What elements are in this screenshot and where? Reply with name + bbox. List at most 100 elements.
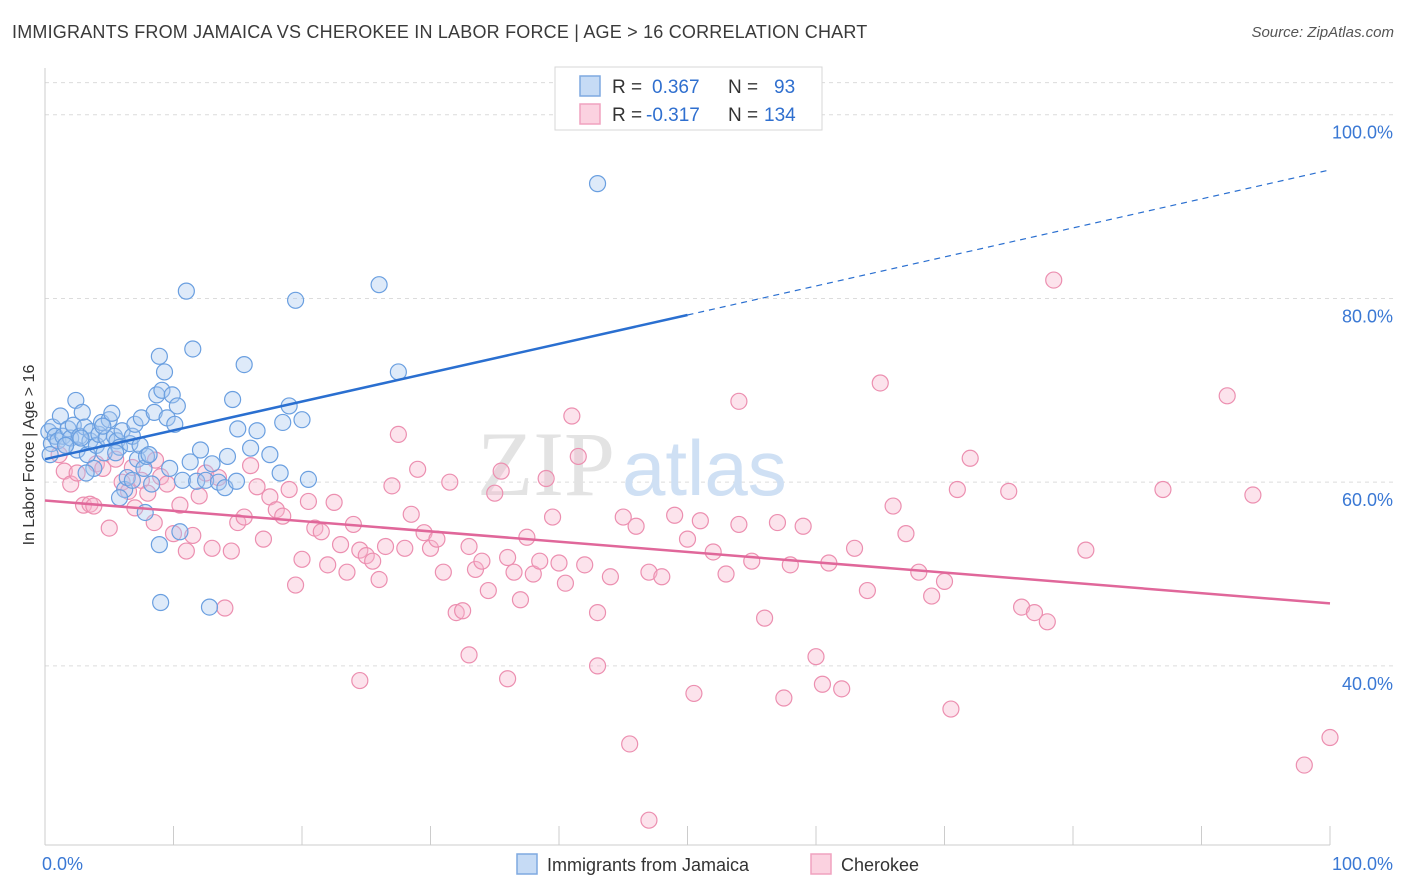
data-point <box>150 536 168 554</box>
watermark-atlas: atlas <box>622 424 787 512</box>
legend-r-value-1: 0.367 <box>652 77 700 98</box>
data-point <box>768 513 787 532</box>
data-point <box>338 563 356 581</box>
data-point <box>402 505 420 523</box>
data-point <box>94 417 112 435</box>
data-point <box>614 508 632 526</box>
data-point <box>242 439 260 457</box>
y-tick-label: 40.0% <box>1342 674 1393 694</box>
data-point <box>68 464 86 482</box>
data-point <box>153 381 171 399</box>
data-point <box>454 602 472 620</box>
data-point <box>434 563 452 581</box>
data-point <box>1218 387 1236 405</box>
data-point <box>396 539 414 557</box>
data-point <box>137 447 156 466</box>
data-point <box>293 411 311 429</box>
data-point <box>421 539 440 557</box>
data-point <box>364 552 382 570</box>
data-point <box>242 457 260 475</box>
data-point <box>161 459 179 477</box>
data-point <box>139 484 157 502</box>
data-point <box>171 496 189 514</box>
trend-lines <box>44 169 1331 605</box>
data-point <box>227 472 246 490</box>
data-point <box>261 446 279 464</box>
legend-n-label-2: N = <box>728 105 758 126</box>
legend-r-value-2: -0.317 <box>646 105 700 126</box>
legend-bottom-label-jamaica: Immigrants from Jamaica <box>547 855 750 875</box>
data-point <box>935 572 954 590</box>
data-point <box>126 415 144 433</box>
data-point <box>948 480 966 499</box>
legend-top: R = 0.367 N = 93 R = -0.317 N = 134 <box>554 66 823 131</box>
data-point <box>486 484 504 502</box>
data-point <box>569 447 587 466</box>
data-point <box>184 340 202 358</box>
legend-bottom-label-cherokee: Cherokee <box>841 855 919 875</box>
data-point <box>286 291 305 309</box>
legend-bottom-swatch-blue <box>516 853 538 875</box>
data-point <box>145 403 163 421</box>
jamaica-points <box>40 175 607 616</box>
watermark-zip: ZIP <box>477 413 615 515</box>
data-point <box>1025 604 1044 622</box>
trend-line-jamaica-extension <box>687 169 1331 316</box>
data-point <box>173 471 192 489</box>
axes <box>44 68 1331 846</box>
y-tick-labels: 40.0% 60.0% 80.0% 100.0% <box>1332 123 1393 694</box>
data-point <box>1154 480 1172 499</box>
data-point <box>77 464 95 482</box>
data-point <box>383 477 401 495</box>
data-point <box>730 392 748 410</box>
data-point <box>479 581 497 600</box>
data-point <box>550 554 568 572</box>
data-point <box>813 675 832 693</box>
data-point <box>209 468 228 487</box>
data-point <box>143 475 161 493</box>
data-point <box>511 591 530 609</box>
data-point <box>884 497 902 515</box>
data-point <box>499 670 517 688</box>
legend-n-value-1: 93 <box>774 77 795 98</box>
data-point <box>505 563 523 581</box>
data-point <box>312 523 330 541</box>
data-point <box>409 460 427 478</box>
data-point <box>807 648 825 666</box>
chart-title: IMMIGRANTS FROM JAMAICA VS CHEROKEE IN L… <box>12 22 868 42</box>
legend-n-label-1: N = <box>728 77 758 98</box>
data-point <box>833 680 851 698</box>
data-point <box>224 390 242 409</box>
x-tick-label: 0.0% <box>42 854 83 874</box>
data-point <box>325 493 343 511</box>
data-point <box>188 472 206 490</box>
data-point <box>222 542 240 560</box>
data-point <box>543 508 562 526</box>
data-point <box>1045 271 1063 289</box>
data-point <box>460 646 478 664</box>
data-point <box>254 530 273 548</box>
data-point <box>588 657 607 675</box>
legend-swatch-blue <box>579 75 601 97</box>
x-tick-label: 100.0% <box>1332 854 1393 874</box>
data-point <box>370 276 388 294</box>
data-point <box>858 581 877 600</box>
data-point <box>871 374 889 392</box>
data-point <box>56 436 75 455</box>
data-point <box>351 671 369 690</box>
data-point <box>171 523 189 541</box>
data-point <box>942 700 960 718</box>
data-point <box>1038 613 1056 631</box>
legend-bottom: Immigrants from Jamaica Cherokee <box>516 853 919 875</box>
data-point <box>492 462 510 480</box>
data-point <box>100 519 118 537</box>
data-point <box>621 735 639 753</box>
data-point <box>190 487 208 505</box>
data-point <box>588 175 607 193</box>
data-point <box>640 811 658 829</box>
data-point <box>158 475 176 493</box>
data-point <box>576 556 594 574</box>
data-point <box>72 429 90 447</box>
data-point <box>267 501 285 519</box>
